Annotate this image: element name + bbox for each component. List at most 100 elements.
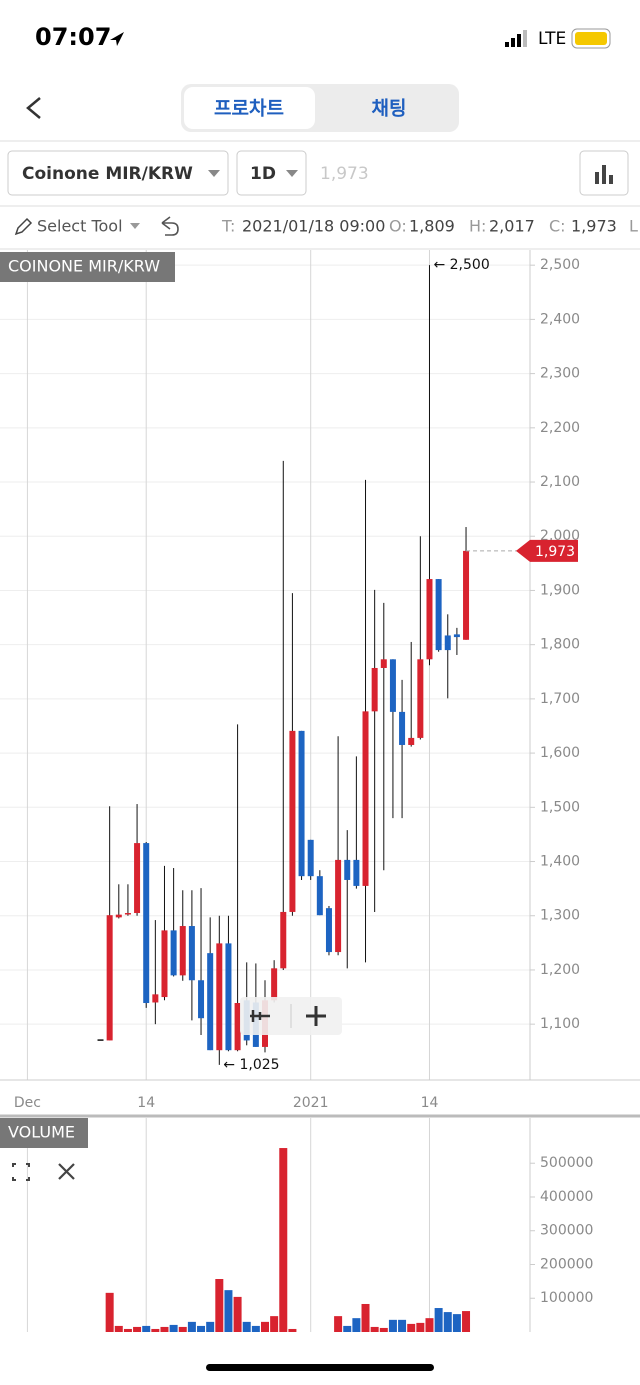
zoom-in[interactable]: [306, 1006, 326, 1026]
volume-bar: [169, 1324, 178, 1332]
volume-bar: [370, 1326, 379, 1332]
y-tick-label: 300000: [540, 1223, 593, 1239]
tab-selected[interactable]: [184, 87, 315, 129]
battery: [571, 28, 611, 49]
volume-bar: [114, 1325, 123, 1332]
candle-body: [453, 634, 460, 638]
select-tool[interactable]: Select Tool: [37, 217, 123, 236]
location-icon: [110, 32, 124, 46]
candle-body: [170, 930, 177, 976]
candle-body: [179, 926, 186, 976]
volume-bar: [452, 1314, 461, 1332]
volume-bar: [434, 1308, 443, 1332]
volume-bar: [343, 1325, 352, 1332]
panel-label: VOLUME: [8, 1123, 75, 1142]
candle-body: [463, 550, 470, 640]
volume-bar: [407, 1323, 416, 1332]
battery-level: [575, 32, 607, 45]
candle-body: [280, 911, 287, 969]
candle-body: [307, 839, 314, 877]
symbol[interactable]: Coinone MIR/KRW: [22, 164, 193, 184]
y-tick-label: 2,500: [540, 257, 580, 273]
signal-icon: [505, 30, 527, 47]
symbol-select[interactable]: [7, 150, 229, 196]
y-tick-label: 1,200: [540, 962, 580, 978]
home-indicator: [206, 1364, 434, 1371]
volume-bar: [105, 1292, 114, 1332]
candle-body: [371, 667, 378, 712]
tab[interactable]: 채팅: [372, 98, 407, 120]
volume-bar: [443, 1312, 452, 1332]
caret: [286, 170, 298, 177]
candle-body: [216, 943, 223, 1051]
candle-body: [316, 876, 323, 916]
volume-bar: [142, 1325, 151, 1332]
price-input[interactable]: 1,973: [320, 164, 369, 184]
volume-bar: [151, 1328, 160, 1332]
back-button[interactable]: [26, 97, 41, 119]
volume-bar: [379, 1327, 388, 1332]
price-chart: 1,100 1,200 1,300 1,400 1,500 1,600 1,700 1,800…: [0, 250, 640, 1111]
volume-bar: [462, 1311, 471, 1332]
candle-body: [143, 843, 150, 1004]
undo-icon[interactable]: [161, 216, 179, 236]
volume-bar: [416, 1322, 425, 1332]
tab[interactable]: 프로차트: [214, 98, 284, 120]
bar-icon: [595, 165, 613, 184]
candle-body: [97, 1039, 104, 1041]
candle-body: [289, 730, 296, 912]
interval-select[interactable]: [236, 150, 307, 196]
candle-body: [417, 659, 424, 738]
field-value: 1,809: [409, 217, 455, 236]
y-tick-label: 2,300: [540, 366, 580, 382]
volume-bar: [251, 1325, 260, 1332]
field-key: O:: [389, 217, 407, 236]
candle-body: [444, 635, 451, 651]
candle-body: [399, 711, 406, 745]
panel-label-bg: [0, 1118, 88, 1148]
caret: [130, 223, 140, 229]
volume-bar: [334, 1316, 343, 1332]
field-key: L: [629, 217, 638, 236]
y-tick-label: 2,200: [540, 420, 580, 436]
y-tick-label: 2,100: [540, 474, 580, 490]
last-price-label: 1,973: [535, 544, 575, 560]
field-value: 2,017: [489, 217, 535, 236]
volume-bar: [197, 1325, 206, 1332]
volume-bar: [361, 1303, 370, 1332]
candle-body: [134, 843, 141, 914]
candle-body: [106, 915, 113, 1041]
y-tick-label: 1,800: [540, 637, 580, 653]
volume-bar: [279, 1148, 288, 1332]
zoom-out[interactable]: [250, 1010, 270, 1022]
x-tick-label: 14: [421, 1095, 439, 1111]
y-tick-label: 500000: [540, 1155, 593, 1171]
caret: [208, 170, 220, 177]
field-key: C:: [549, 217, 566, 236]
candle-body: [325, 908, 332, 953]
annotation: ← 2,500: [433, 257, 489, 273]
y-tick-label: 1,300: [540, 908, 580, 924]
volume-bar: [270, 1316, 279, 1332]
close-icon[interactable]: [58, 1163, 75, 1180]
info-fields: T: 2021/01/18 09:00 O: 1,809 H: 2,017 C: 1,973 L: [221, 217, 638, 236]
candle-body: [389, 659, 396, 712]
volume-bar: [261, 1321, 269, 1332]
volume-bar: [388, 1319, 397, 1332]
y-tick-label: 1,600: [540, 745, 580, 761]
volume-bar: [123, 1328, 132, 1332]
pencil-icon: [14, 217, 33, 236]
candle-body: [408, 737, 415, 745]
candle-body: [198, 980, 205, 1019]
maximize-icon[interactable]: [12, 1163, 30, 1181]
candle-body: [298, 730, 305, 877]
candle-body: [188, 926, 195, 981]
interval[interactable]: 1D: [250, 164, 276, 184]
candle-body: [353, 859, 360, 886]
network: LTE: [538, 29, 566, 49]
y-tick-label: 1,500: [540, 799, 580, 815]
volume-bar: [233, 1296, 242, 1332]
candle-body: [271, 968, 278, 1001]
volume-chart: 100000 200000 300000 400000 500000 VOLUME: [0, 1114, 640, 1332]
